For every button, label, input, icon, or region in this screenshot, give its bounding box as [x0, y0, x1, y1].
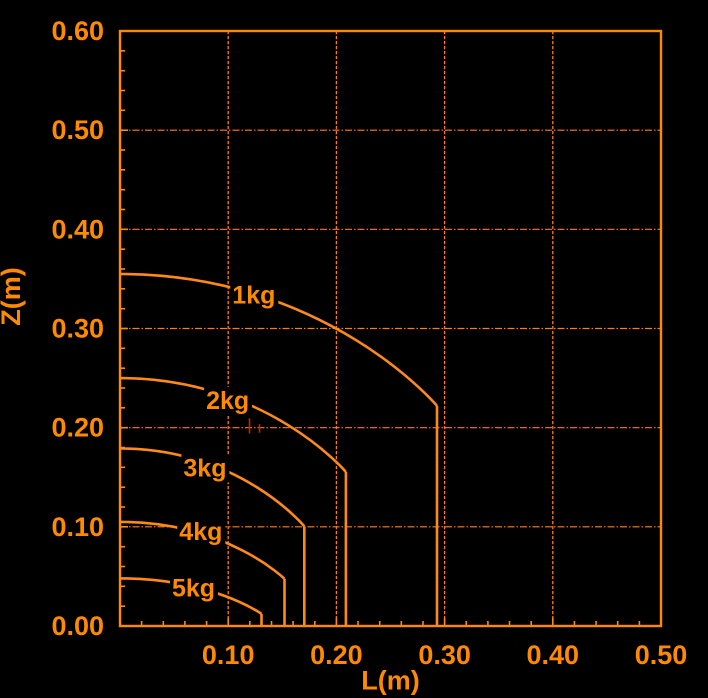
svg-text:0.00: 0.00 — [51, 611, 104, 641]
svg-text:Z(m): Z(m) — [0, 267, 26, 325]
svg-text:1kg: 1kg — [232, 282, 275, 310]
svg-text:5kg: 5kg — [172, 574, 215, 602]
svg-text:0.60: 0.60 — [51, 16, 104, 46]
svg-text:4kg: 4kg — [179, 518, 222, 546]
svg-text:0.20: 0.20 — [310, 640, 363, 670]
svg-text:0.40: 0.40 — [51, 214, 104, 244]
svg-text:0.10: 0.10 — [51, 512, 104, 542]
svg-text:0.50: 0.50 — [51, 115, 104, 145]
svg-text:L(m): L(m) — [361, 666, 419, 696]
svg-text:0.40: 0.40 — [527, 640, 580, 670]
svg-text:0.50: 0.50 — [635, 640, 688, 670]
svg-text:3kg: 3kg — [183, 454, 226, 482]
svg-text:0.30: 0.30 — [418, 640, 471, 670]
svg-text:0.20: 0.20 — [51, 413, 104, 443]
svg-text:2kg: 2kg — [206, 387, 249, 415]
svg-text:0.10: 0.10 — [202, 640, 255, 670]
svg-text:0.30: 0.30 — [51, 314, 104, 344]
